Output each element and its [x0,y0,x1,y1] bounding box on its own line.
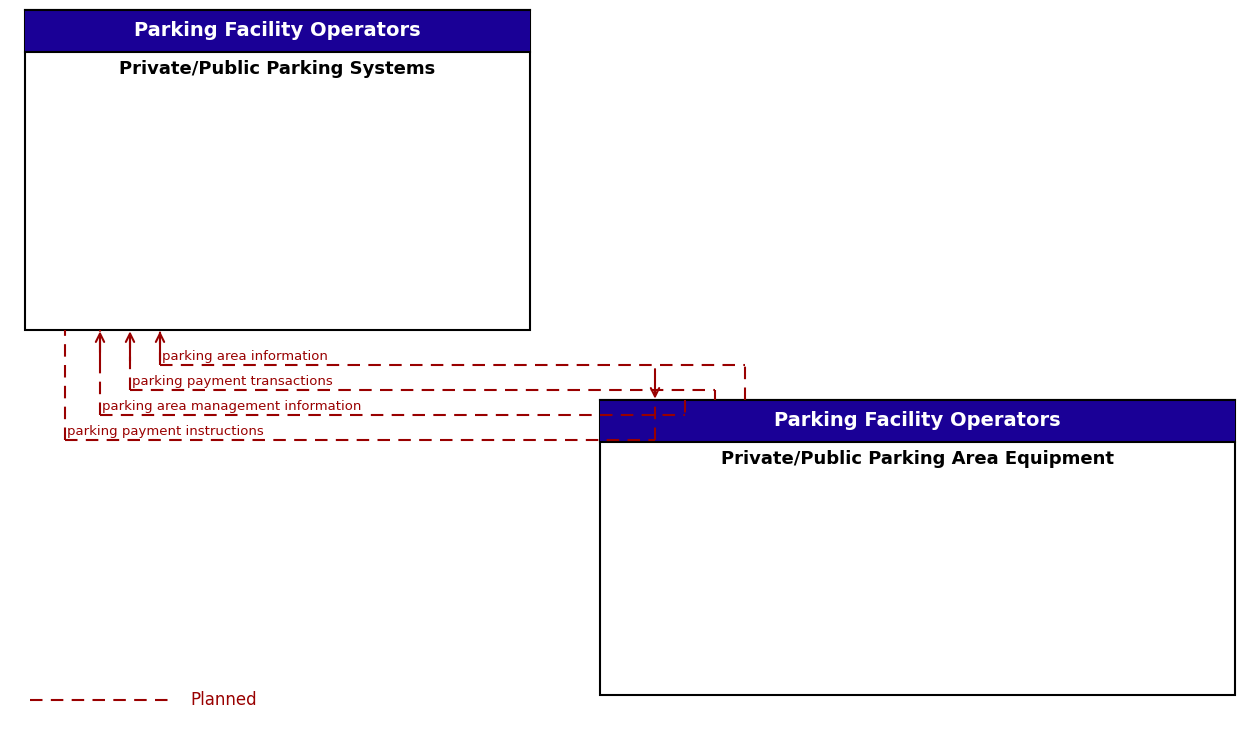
Bar [25,10,530,52]
Text: parking payment instructions: parking payment instructions [68,425,264,438]
Text: parking area information: parking area information [162,350,328,363]
Bar [600,400,1234,442]
Text: Private/Public Parking Area Equipment: Private/Public Parking Area Equipment [721,450,1114,468]
Text: Parking Facility Operators: Parking Facility Operators [774,411,1060,431]
Text: Planned: Planned [190,691,257,709]
Text: parking payment transactions: parking payment transactions [131,375,333,388]
Text: Parking Facility Operators: Parking Facility Operators [134,22,421,40]
Bar [25,10,530,330]
Text: parking area management information: parking area management information [101,400,362,413]
Bar [600,400,1234,695]
Text: Private/Public Parking Systems: Private/Public Parking Systems [119,60,436,78]
